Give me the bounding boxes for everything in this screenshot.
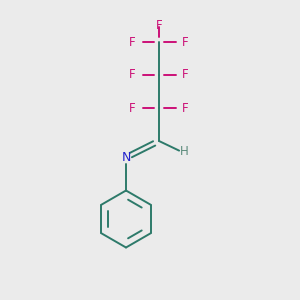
Text: F: F (182, 68, 189, 82)
Text: F: F (156, 19, 162, 32)
Text: F: F (182, 101, 189, 115)
Text: F: F (129, 68, 136, 82)
Text: F: F (182, 35, 189, 49)
Text: N: N (121, 151, 131, 164)
Text: F: F (129, 101, 136, 115)
Text: F: F (129, 35, 136, 49)
Text: H: H (180, 145, 189, 158)
